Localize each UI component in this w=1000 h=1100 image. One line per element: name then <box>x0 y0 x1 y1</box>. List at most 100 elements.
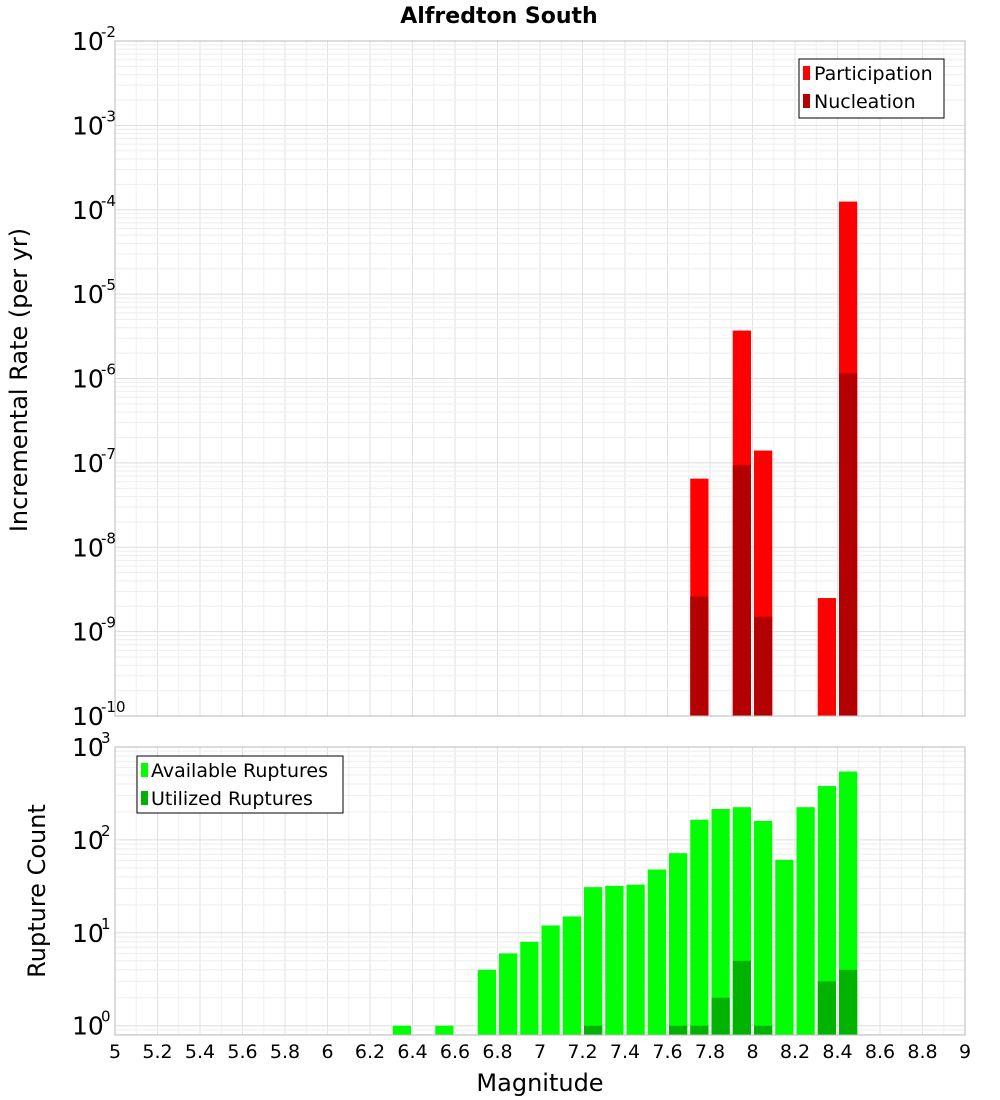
x-tick-label: 8.6 <box>865 1041 895 1063</box>
count-bar-a <box>584 887 603 1035</box>
count-bar-a <box>711 809 730 1035</box>
count-bar-a <box>817 786 836 1035</box>
count-legend-box <box>136 755 344 814</box>
rate-y-tick-exponent: -9 <box>101 614 116 632</box>
count-y-tick-exponent: 2 <box>101 822 111 840</box>
x-tick-label: 8.4 <box>822 1041 852 1063</box>
count-y-tick-base: 10 <box>72 1012 104 1041</box>
count-y-tick-exponent: 0 <box>101 1008 111 1026</box>
x-tick-label: 5.4 <box>185 1041 215 1063</box>
count-bar-a <box>435 1025 454 1035</box>
rate-y-tick-base: 10 <box>72 533 104 562</box>
rate-y-tick-base: 10 <box>72 280 104 309</box>
count-bar-a <box>477 969 496 1035</box>
rate-grid <box>114 40 966 717</box>
x-tick-label: 6.6 <box>440 1041 470 1063</box>
rate-y-tick-base: 10 <box>72 449 104 478</box>
rate-y-tick-base: 10 <box>72 702 104 731</box>
rate-bar-a <box>817 598 836 716</box>
rate-y-tick-base: 10 <box>72 618 104 647</box>
count-y-tick-base: 10 <box>72 733 104 762</box>
count-bar-a <box>499 953 518 1035</box>
x-tick-label: 5.6 <box>227 1041 257 1063</box>
x-tick-label: 6 <box>321 1041 333 1063</box>
count-bar-a <box>647 869 666 1035</box>
count-bar-b <box>839 969 858 1035</box>
rate-legend: Participation Nucleation <box>798 58 945 119</box>
count-bar-a <box>775 859 794 1035</box>
rate-legend-box <box>798 58 945 119</box>
count-bar-b <box>690 1025 709 1035</box>
count-bar-a <box>520 941 539 1035</box>
count-bar-a <box>392 1025 411 1035</box>
x-tick-label: 5.8 <box>270 1041 300 1063</box>
x-tick-label: 7.2 <box>567 1041 597 1063</box>
count-bar-b <box>584 1025 603 1035</box>
rate-bar-b <box>732 465 751 716</box>
x-tick-label: 8 <box>746 1041 758 1063</box>
count-bar-b <box>669 1025 688 1035</box>
x-tick-label: 9 <box>959 1041 971 1063</box>
rate-y-tick-exponent: -10 <box>101 698 126 716</box>
count-y-tick-exponent: 1 <box>101 915 111 933</box>
x-tick-label: 7 <box>534 1041 546 1063</box>
legend-label-available: Available Ruptures <box>151 760 328 782</box>
rate-bar-b <box>754 616 773 716</box>
rate-y-tick-exponent: -8 <box>101 529 116 547</box>
count-bars <box>392 771 858 1035</box>
x-tick-label: 6.4 <box>397 1041 427 1063</box>
legend-swatch-utilized <box>141 791 148 805</box>
x-tick-label: 6.8 <box>482 1041 512 1063</box>
count-bar-b <box>817 981 836 1035</box>
count-y-axis-label: Rupture Count <box>23 804 51 978</box>
x-tick-label: 8.8 <box>907 1041 937 1063</box>
count-y-tick-base: 10 <box>72 826 104 855</box>
rate-y-tick-base: 10 <box>72 365 104 394</box>
x-tick-label: 5.2 <box>142 1041 172 1063</box>
count-bar-a <box>605 885 624 1035</box>
x-tick-label: 7.4 <box>610 1041 640 1063</box>
rate-y-tick-exponent: -2 <box>101 23 116 41</box>
count-y-tick-base: 10 <box>72 919 104 948</box>
count-bar-a <box>839 771 858 1035</box>
rate-y-tick-base: 10 <box>72 27 104 56</box>
rate-y-tick-exponent: -7 <box>101 445 116 463</box>
x-tick-label: 7.6 <box>652 1041 682 1063</box>
count-bar-a <box>626 884 645 1035</box>
rate-y-tick-exponent: -3 <box>101 107 116 125</box>
rate-bars <box>690 201 858 716</box>
legend-swatch-nucleation <box>803 94 810 108</box>
x-tick-label: 5 <box>109 1041 121 1063</box>
count-bar-a <box>562 916 581 1035</box>
rate-y-tick-base: 10 <box>72 111 104 140</box>
count-bar-b <box>711 997 730 1035</box>
count-y-tick-exponent: 3 <box>101 729 111 747</box>
rate-bar-b <box>690 596 709 716</box>
chart-title: Alfredton South <box>400 4 597 29</box>
legend-label-participation: Participation <box>814 63 933 85</box>
rate-y-tick-exponent: -5 <box>101 276 116 294</box>
count-plot-frame <box>114 746 966 1036</box>
rate-bar-b <box>839 373 858 716</box>
x-tick-labels: 5 5.2 5.4 5.6 5.8 6 6.2 6.4 6.6 6.8 7 7.2 7.4 7.6 7.8 8… <box>109 1041 971 1063</box>
x-tick-label: 7.8 <box>695 1041 725 1063</box>
rate-y-tick-base: 10 <box>72 196 104 225</box>
count-bar-a <box>796 807 815 1035</box>
count-bar-a <box>541 925 560 1035</box>
count-legend: Available Ruptures Utilized Ruptures <box>136 755 344 814</box>
x-axis-label: Magnitude <box>476 1069 603 1097</box>
count-bar-b <box>754 1025 773 1035</box>
legend-label-nucleation: Nucleation <box>814 91 916 113</box>
count-bar-b <box>732 960 751 1035</box>
x-tick-label: 6.2 <box>355 1041 385 1063</box>
count-bar-a <box>690 819 709 1035</box>
rate-y-tick-exponent: -4 <box>101 192 116 210</box>
rate-y-tick-exponent: -6 <box>101 361 116 379</box>
legend-swatch-participation <box>803 66 810 80</box>
count-bar-a <box>754 820 773 1035</box>
legend-label-utilized: Utilized Ruptures <box>151 788 313 810</box>
